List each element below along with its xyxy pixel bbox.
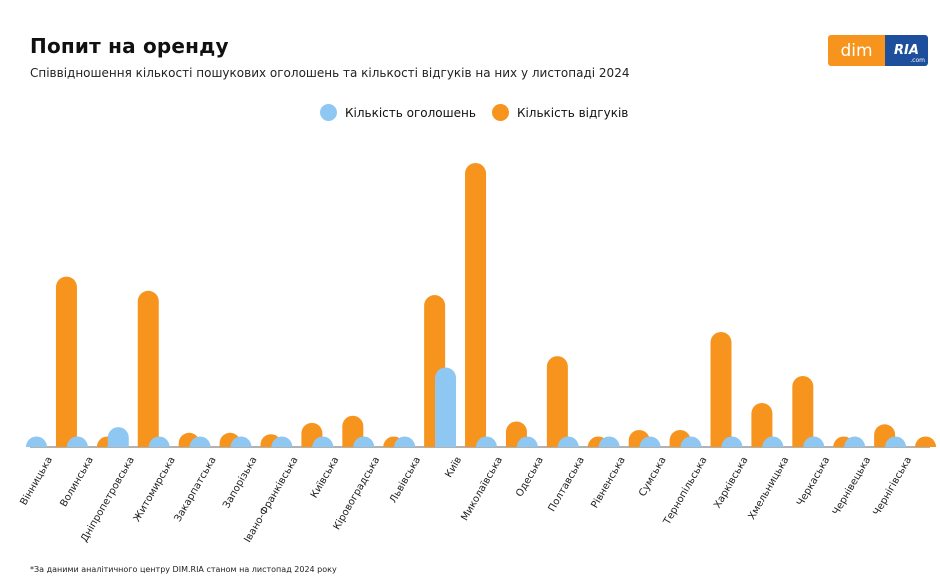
footnote: *За даними аналітичного центру DIM.RIA с…: [30, 565, 337, 574]
chart-title: Попит на оренду: [30, 34, 229, 58]
bar-listings[interactable]: [189, 436, 211, 447]
logo-ria-text: RIA: [894, 43, 919, 58]
bar-listings[interactable]: [680, 436, 702, 447]
x-tick-label: Хмельницька: [747, 455, 792, 522]
logo-dim-part: dim: [828, 35, 885, 66]
x-tick-label: Сумська: [637, 455, 669, 499]
bar-listings[interactable]: [230, 436, 252, 447]
bar-listings[interactable]: [353, 436, 375, 447]
x-tick-label: Рівненська: [589, 455, 628, 511]
bar-responses[interactable]: [710, 331, 732, 447]
chart-subtitle: Співвідношення кількості пошукових оголо…: [30, 66, 630, 80]
bar-listings[interactable]: [394, 436, 416, 447]
logo-ria-part: RIA .com: [885, 35, 928, 66]
bar-listings[interactable]: [803, 436, 825, 447]
x-tick-label: Київська: [309, 455, 341, 500]
legend-item-listings[interactable]: Кількість оголошень: [320, 104, 476, 121]
x-tick-label: Житомирська: [132, 455, 178, 524]
legend-swatch-listings: [320, 104, 337, 121]
logo-ria-domain: .com: [910, 57, 925, 64]
x-tick-label: Чернівецька: [830, 455, 873, 518]
legend-item-responses[interactable]: Кількість відгуків: [491, 104, 629, 121]
legend-swatch-responses: [491, 104, 509, 121]
bar-listings[interactable]: [25, 436, 47, 447]
bar-responses[interactable]: [546, 356, 568, 447]
x-tick-label: Одеська: [514, 455, 546, 499]
x-tick-label: Львівська: [387, 455, 423, 506]
x-tick-label: Черкаська: [795, 455, 832, 508]
bar-listings[interactable]: [312, 436, 334, 447]
x-tick-label: Волинська: [58, 455, 96, 509]
bar-listings[interactable]: [598, 436, 620, 447]
dimria-logo[interactable]: dim RIA .com: [828, 35, 928, 66]
x-tick-label: Запорізька: [220, 455, 259, 511]
bar-listings[interactable]: [107, 427, 129, 447]
x-tick-label: Тернопільська: [660, 455, 709, 528]
x-tick-label: Чернігівська: [871, 455, 914, 518]
x-tick-label: Миколаївська: [460, 455, 506, 523]
bar-listings[interactable]: [844, 436, 866, 447]
bar-responses[interactable]: [465, 163, 487, 447]
legend-label-responses: Кількість відгуків: [516, 105, 629, 120]
x-tick-label: Закарпатська: [173, 455, 219, 524]
bar-responses[interactable]: [751, 402, 773, 447]
bar-listings[interactable]: [762, 436, 784, 447]
bar-responses[interactable]: [915, 436, 937, 447]
x-tick-label: Харківська: [711, 455, 750, 511]
x-tick-label: Вінницька: [18, 455, 55, 508]
bar-responses[interactable]: [55, 276, 77, 447]
x-tick-label: Полтавська: [547, 455, 587, 514]
chart-legend: Кількість оголошень Кількість відгуків: [320, 104, 644, 121]
bar-listings[interactable]: [639, 436, 661, 447]
x-tick-label: Кіровоградська: [331, 455, 383, 533]
bar-listings[interactable]: [516, 436, 538, 447]
bar-listings[interactable]: [271, 436, 293, 447]
bar-listings[interactable]: [721, 436, 743, 447]
bar-listings[interactable]: [435, 367, 457, 447]
bar-listings[interactable]: [66, 436, 88, 447]
bar-listings[interactable]: [885, 436, 907, 447]
bar-listings[interactable]: [475, 436, 497, 447]
legend-label-listings: Кількість оголошень: [345, 105, 476, 120]
bar-listings[interactable]: [557, 436, 579, 447]
bar-responses[interactable]: [137, 290, 159, 447]
bar-listings[interactable]: [148, 436, 170, 447]
bar-responses[interactable]: [792, 376, 814, 447]
x-tick-label: Київ: [443, 455, 464, 480]
